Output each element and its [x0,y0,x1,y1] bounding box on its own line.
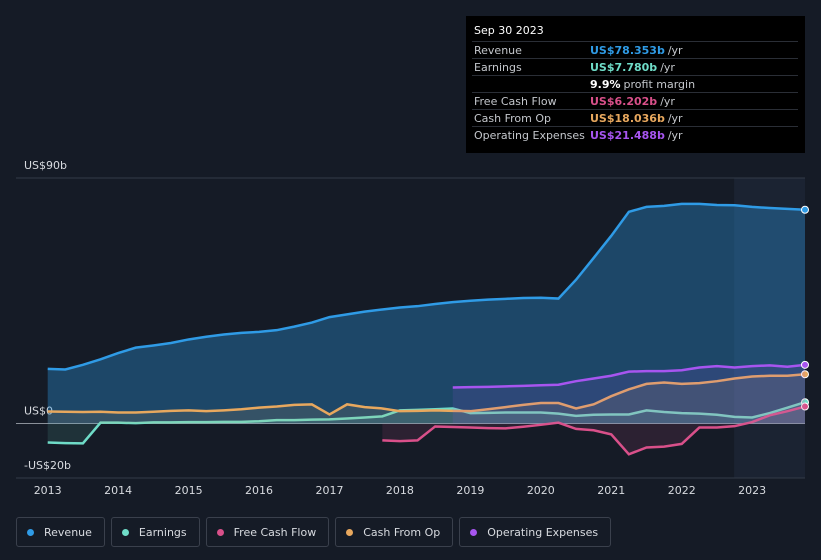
legend-dot [216,528,224,536]
series-area [47,203,806,424]
end-point [801,370,809,379]
legend-label: Free Cash Flow [233,525,317,539]
x-tick-label: 2018 [386,484,414,497]
series-line [47,373,806,416]
tooltip-row: 9.9% profit margin [472,75,798,93]
tooltip-unit: /yr [667,129,683,142]
y-tick-label: US$90b [24,159,67,172]
series-area [47,374,806,424]
series-line [47,202,806,371]
tooltip-margin-label: profit margin [623,78,696,91]
x-tick-label: 2019 [456,484,484,497]
tooltip-value: US$21.488b/yr [590,129,683,142]
tooltip-row: Revenue US$78.353b/yr [472,41,798,59]
tooltip-value: US$78.353b/yr [590,44,683,57]
x-tick-label: 2015 [175,484,203,497]
legend-item[interactable]: Revenue [16,517,105,547]
tooltip-number: US$7.780b [590,61,658,74]
x-tick-label: 2021 [597,484,625,497]
legend-dot [121,528,129,536]
tooltip: Sep 30 2023 Revenue US$78.353b/yr Earnings… [466,16,805,153]
highlight-band [734,178,805,478]
legend-label: Earnings [138,525,187,539]
chart: US$90b US$0 -US$20b 2013 2014 2015 2016 2017 201… [16,159,809,497]
tooltip-unit: /yr [660,95,675,108]
tooltip-row: Cash From Op US$18.036b/yr [472,109,798,127]
tooltip-label: Cash From Op [474,112,552,125]
x-tick-label: 2017 [315,484,343,497]
tooltip-row: Operating Expenses US$21.488b/yr [472,126,798,144]
tooltip-number: US$6.202b [590,95,658,108]
x-tick-label: 2023 [738,484,766,497]
series-line [452,363,806,389]
tooltip-unit: /yr [667,44,683,57]
series-line [382,405,806,456]
legend-item[interactable]: Cash From Op [335,517,454,547]
tooltip-unit: /yr [667,112,683,125]
tooltip-row: Earnings US$7.780b/yr [472,58,798,76]
series-2 [382,402,809,456]
tooltip-unit: /yr [660,61,675,74]
end-point [801,360,809,369]
legend-item[interactable]: Operating Expenses [459,517,612,547]
legend-label: Revenue [44,525,92,539]
tooltip-value: 9.9% profit margin [590,78,695,91]
tooltip-margin-value: 9.9% [590,78,621,91]
series-area [452,364,805,424]
tooltip-number: US$18.036b [590,112,665,125]
tooltip-value: US$6.202b/yr [590,95,675,108]
tooltip-number: US$78.353b [590,44,665,57]
end-point [801,402,809,411]
legend: Revenue Earnings Free Cash Flow Cash From O… [16,517,612,547]
series-0 [47,202,809,424]
y-tick-label: US$0 [24,404,53,417]
x-tick-label: 2020 [527,484,555,497]
legend-dot [346,528,354,536]
tooltip-label: Operating Expenses [474,129,585,142]
tooltip-row: Free Cash Flow US$6.202b/yr [472,92,798,110]
legend-item[interactable]: Earnings [110,517,200,547]
x-tick-label: 2014 [104,484,132,497]
end-point [801,205,809,214]
series-3 [47,370,809,424]
tooltip-value: US$18.036b/yr [590,112,683,125]
series-area [47,402,806,444]
tooltip-date: Sep 30 2023 [474,24,544,37]
tooltip-number: US$21.488b [590,129,665,142]
tooltip-label: Revenue [474,44,522,57]
legend-dot [27,528,34,536]
legend-label: Cash From Op [363,525,441,539]
x-tick-label: 2016 [245,484,273,497]
tooltip-value: US$7.780b/yr [590,61,675,74]
legend-item[interactable]: Free Cash Flow [205,517,330,547]
tooltip-label: Earnings [474,61,522,74]
legend-dot [470,528,478,536]
tooltip-label: Free Cash Flow [474,95,557,108]
legend-label: Operating Expenses [487,525,599,539]
x-tick-label: 2013 [34,484,62,497]
series-4 [452,360,809,424]
y-tick-label: -US$20b [24,459,71,472]
x-tick-label: 2022 [668,484,696,497]
